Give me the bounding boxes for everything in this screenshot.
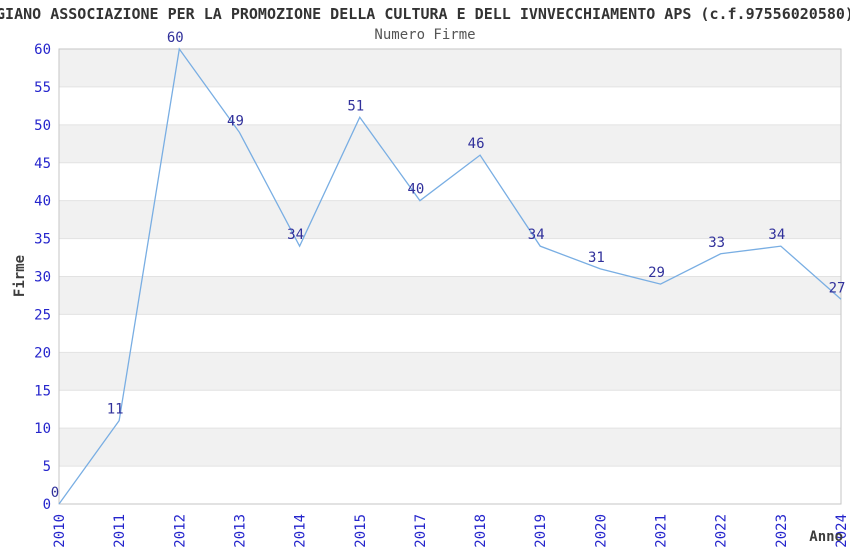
x-tick-label: 2011 [112,514,128,548]
y-tick-label: 15 [34,383,51,399]
chart-subtitle: Numero Firme [374,27,476,43]
x-tick-label: 2015 [353,514,369,548]
grid-band [59,276,841,315]
x-tick-label: 2017 [413,514,429,548]
data-label: 46 [468,136,485,152]
y-tick-label: 30 [34,270,51,286]
y-axis-title: Firme [12,254,28,298]
data-label: 33 [708,235,725,251]
x-tick-label: 2022 [714,514,730,548]
series-line [58,47,842,505]
x-tick-label: 2024 [834,514,850,548]
data-label: 29 [648,265,665,281]
y-tick-label: 25 [34,307,51,323]
data-label: 31 [588,250,605,266]
x-tick-label: 2013 [232,514,248,548]
grid-band [59,428,841,467]
y-tick-label: 50 [34,118,51,134]
y-tick-label: 20 [34,345,51,361]
y-tick-label: 5 [43,459,51,475]
y-tick-label: 45 [34,156,51,172]
x-tick-label: 2019 [533,514,549,548]
grid-band [59,200,841,239]
chart-title: GIANO ASSOCIAZIONE PER LA PROMOZIONE DEL… [0,5,850,23]
data-label: 34 [768,227,785,243]
y-tick-label: 60 [34,42,51,58]
grid-band [59,352,841,391]
data-label: 34 [287,227,304,243]
x-tick-label: 2010 [52,514,68,548]
data-label: 51 [347,98,364,114]
y-tick-label: 0 [43,497,51,513]
data-label: 34 [528,227,545,243]
grid-band [59,124,841,163]
x-axis-title: Anno [809,529,843,545]
data-label: 11 [107,402,124,418]
y-tick-label: 55 [34,80,51,96]
data-label: 0 [51,485,59,501]
x-tick-label: 2023 [774,514,790,548]
y-tick-label: 35 [34,232,51,248]
data-label: 49 [227,113,244,129]
plot-border [58,48,842,505]
x-tick-label: 2012 [172,514,188,548]
data-label: 27 [829,280,846,296]
y-tick-label: 40 [34,194,51,210]
x-tick-label: 2020 [593,514,609,548]
x-tick-label: 2014 [293,514,309,548]
x-tick-label: 2021 [654,514,670,548]
grid-band [59,49,841,87]
data-label: 60 [167,30,184,46]
y-tick-label: 10 [34,421,51,437]
x-tick-label: 2018 [473,514,489,548]
data-label: 40 [407,182,424,198]
